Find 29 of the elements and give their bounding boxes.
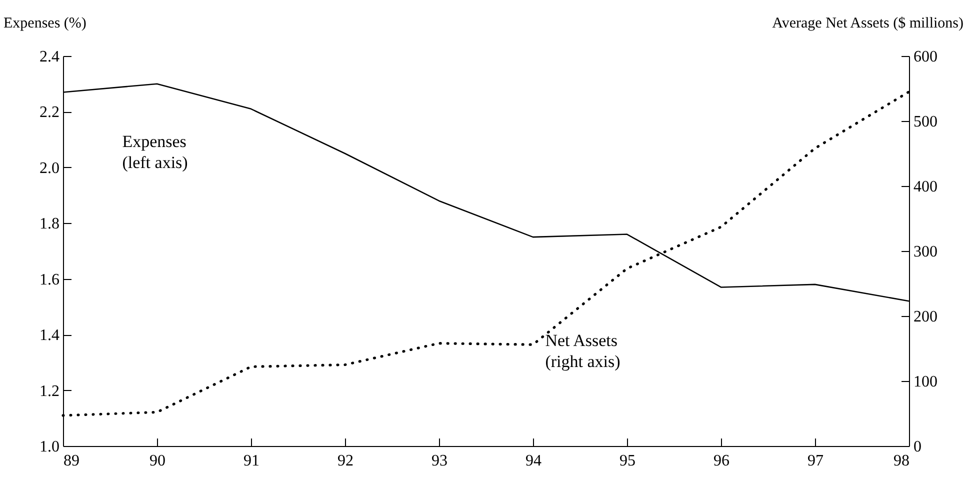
y-tick-label: 1.2 <box>40 382 60 400</box>
y2-tick-label: 500 <box>914 114 938 130</box>
y-tick-label: 1.0 <box>40 438 60 456</box>
y-tick-label: 1.8 <box>40 216 60 233</box>
y-tick-label: 2.4 <box>40 48 60 66</box>
x-tick-label: 89 <box>64 452 80 470</box>
y-tick-label: 1.4 <box>40 327 60 344</box>
y-axis-title: Expenses (%) <box>4 16 86 32</box>
x-tick-label: 96 <box>714 452 730 470</box>
x-tick-label: 97 <box>808 452 824 470</box>
y2-tick-label: 200 <box>914 308 938 326</box>
x-tick-label: 95 <box>620 452 636 470</box>
x-tick-label: 90 <box>150 452 166 470</box>
y-tick-label: 2.2 <box>40 104 60 122</box>
y2-tick-label: 400 <box>914 178 938 196</box>
x-tick-label: 91 <box>244 452 260 470</box>
text: Expenses (left axis) <box>122 132 188 172</box>
y2-tick-label: 300 <box>914 244 938 260</box>
y2-tick-label: 100 <box>914 374 938 390</box>
y2-tick-label: 600 <box>914 48 938 66</box>
y-tick-label: 2.0 <box>40 160 60 177</box>
series-label: Net Assets (right axis) <box>545 330 620 371</box>
x-tick-label: 94 <box>526 452 542 470</box>
y2-tick-label: 0 <box>914 438 922 456</box>
x-tick-label: 93 <box>432 452 448 470</box>
y2-axis-title: Average Net Assets ($ millions) <box>772 16 964 32</box>
x-tick-label: 92 <box>338 452 354 470</box>
x-tick-label: 98 <box>894 452 910 470</box>
y-tick-label: 1.6 <box>40 271 60 288</box>
